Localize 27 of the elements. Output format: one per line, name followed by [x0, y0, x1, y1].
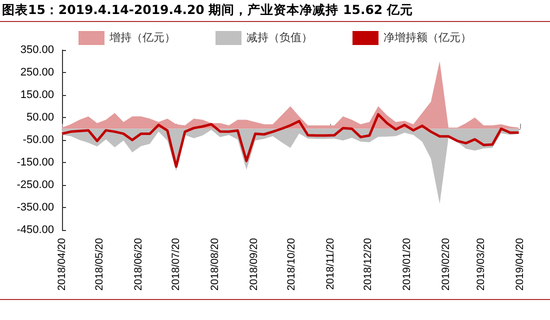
legend-label: 增持（亿元）	[108, 32, 176, 44]
y-tick-label: -350.00	[16, 202, 54, 214]
x-tick-label: 2018/09/20	[248, 238, 260, 291]
y-tick-label: 50.00	[26, 112, 54, 124]
x-tick-label: 2018/12/20	[362, 238, 374, 291]
x-tick-label: 2019/03/20	[475, 238, 488, 291]
x-tick-label: 2018/06/20	[132, 238, 145, 291]
x-tick-label: 2018/07/20	[170, 238, 182, 291]
y-tick-label: -50.00	[22, 134, 54, 146]
x-tick-label: 2018/11/20	[324, 238, 337, 290]
legend-label: 减持（负值）	[246, 31, 312, 44]
legend-label: 净增持额（亿元）	[384, 31, 472, 44]
x-tick-label: 2018/05/20	[94, 238, 106, 291]
y-tick-label: 350.00	[20, 44, 54, 56]
y-tick-label: -150.00	[16, 156, 54, 168]
x-tick-label: 2018/08/20	[209, 238, 222, 291]
y-tick-label: 150.00	[20, 89, 54, 101]
y-tick-label: -250.00	[16, 179, 54, 191]
x-tick-label: 2018/10/20	[286, 238, 298, 291]
x-tick-label: 2019/01/20	[401, 238, 414, 291]
y-tick-label: 250.00	[20, 66, 54, 78]
x-tick-label: 2018/04/20	[56, 238, 68, 291]
x-tick-label: 2019/02/20	[440, 238, 452, 291]
y-tick-label: -450.00	[16, 224, 54, 236]
chart-title: 图表15：2019.4.14-2019.4.20 期间，产业资本净减持 15.62 亿元	[2, 2, 413, 19]
x-tick-label: 2019/04/20	[514, 238, 526, 291]
line-series	[60, 113, 520, 168]
